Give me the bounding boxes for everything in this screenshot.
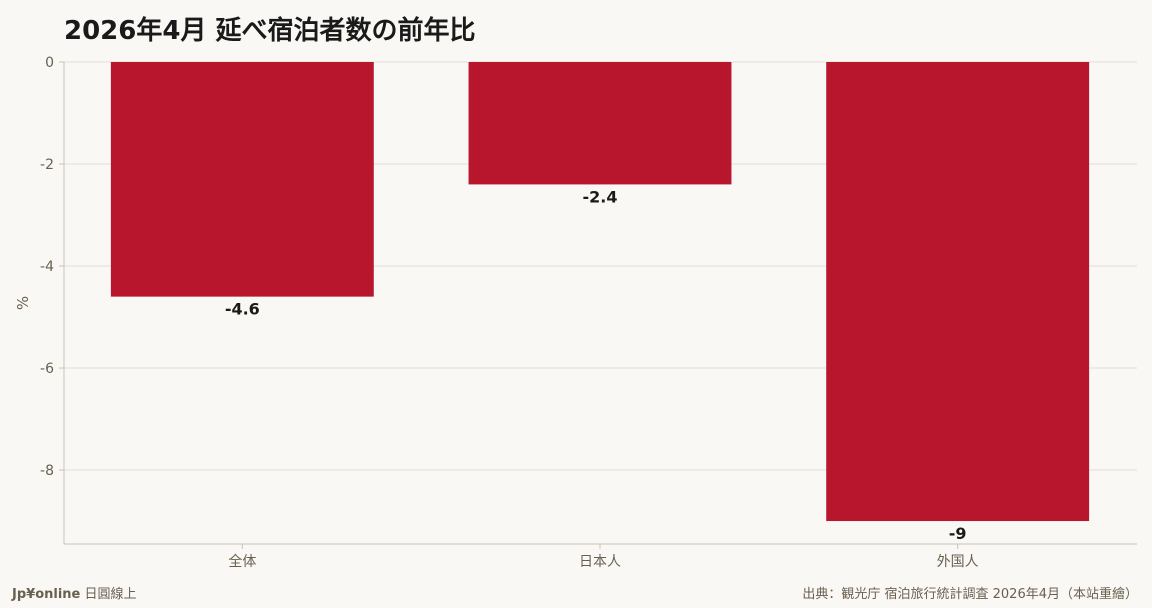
y-tick-label: 0 — [45, 55, 54, 71]
chart-title: 2026年4月 延べ宿泊者数の前年比 — [64, 16, 476, 46]
y-tick-label: -2 — [40, 157, 54, 173]
y-axis-label: % — [14, 296, 32, 310]
labels: 0 -2 -4 -6 -8 -4.6 全体 -2.4 日本人 -9 外国人% — [14, 55, 979, 570]
x-tick-label: 全体 — [228, 553, 256, 570]
y-tick-label: -6 — [40, 361, 54, 377]
bars — [110, 62, 1090, 522]
bar — [468, 62, 732, 185]
bar — [110, 62, 374, 297]
data-label: -9 — [949, 524, 967, 543]
x-tick-label: 外国人 — [937, 554, 979, 570]
brand-suffix: 日圓線上 — [84, 587, 137, 602]
x-tick-label: 日本人 — [579, 554, 621, 570]
y-tick-label: -4 — [40, 259, 54, 275]
y-tick-label: -8 — [40, 463, 54, 479]
brand-name: Jp¥online — [12, 587, 81, 602]
axes — [59, 61, 1137, 549]
data-label: -2.4 — [583, 187, 618, 206]
footer-brand: Jp¥online 日圓線上 — [12, 583, 137, 602]
footer-source: 出典：観光庁 宿泊旅行統計調査 2026年4月（本站重繪） — [802, 587, 1138, 602]
bar — [826, 62, 1090, 522]
data-label: -4.6 — [225, 300, 260, 319]
